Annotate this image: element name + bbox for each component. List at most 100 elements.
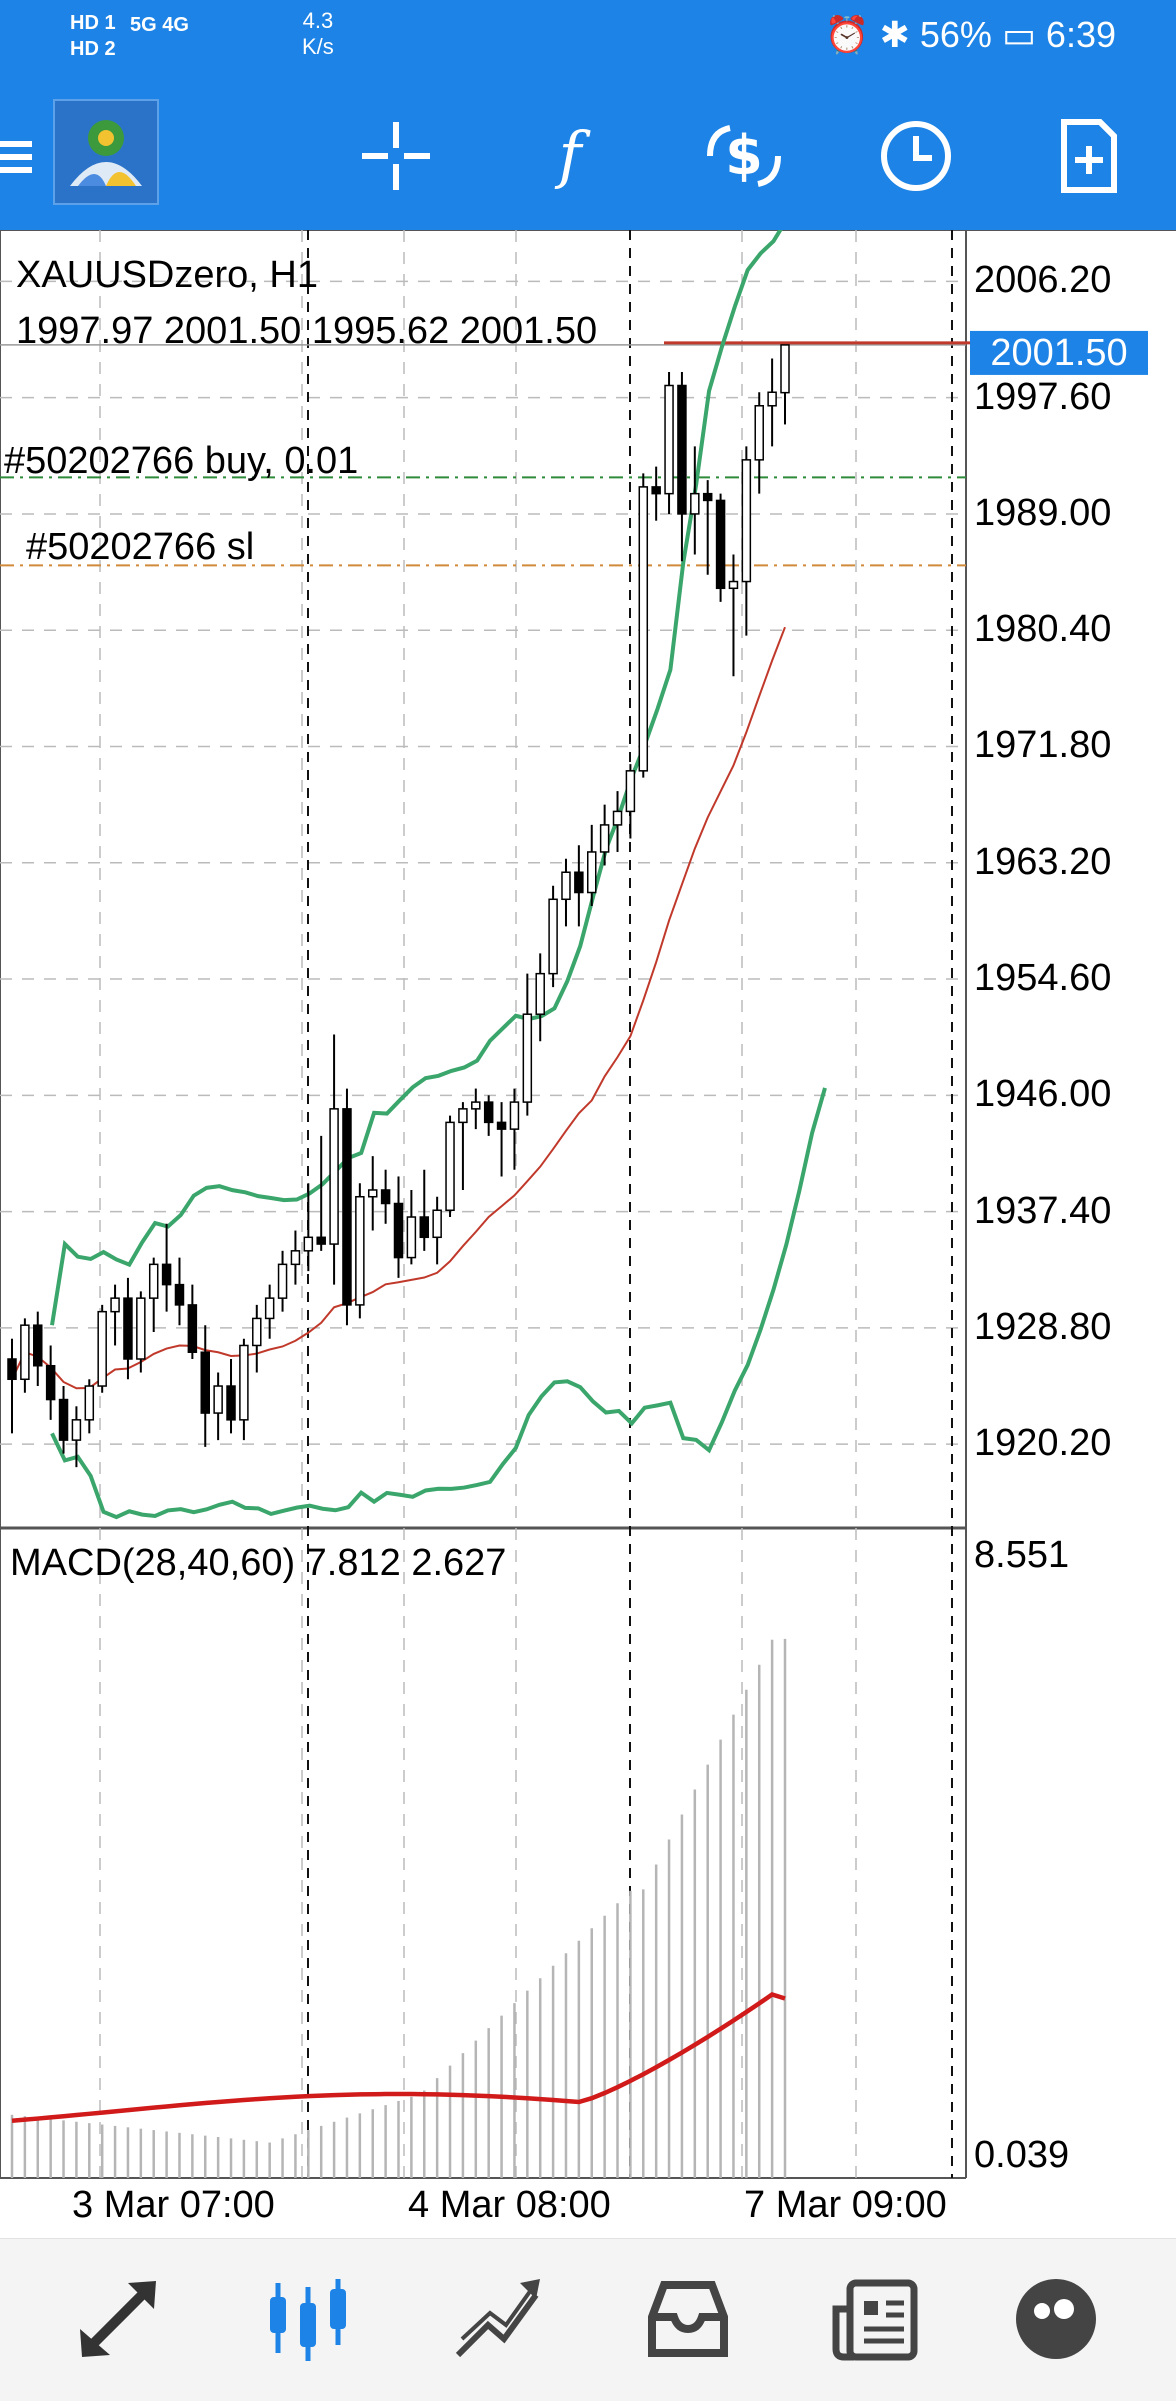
price-label: 1928.80 — [974, 1305, 1112, 1348]
price-label: 1989.00 — [974, 491, 1112, 534]
svg-text:$: $ — [725, 124, 763, 187]
menu-icon[interactable] — [0, 108, 40, 204]
news-tab-icon[interactable] — [826, 2269, 926, 2369]
candle-body — [45, 1365, 56, 1401]
candle-body — [458, 1108, 468, 1124]
candles — [7, 344, 790, 1468]
candle-body — [702, 492, 713, 502]
candle-body — [252, 1317, 262, 1347]
candle-body — [380, 1189, 391, 1205]
battery-icon: ▭ — [1001, 14, 1036, 55]
toolbar: f $ — [0, 80, 1176, 230]
network-indicator: 5G 4G — [130, 14, 189, 36]
candle-body — [419, 1216, 430, 1239]
price-label: 1997.60 — [974, 375, 1112, 418]
candle-body — [187, 1304, 198, 1353]
candle-body — [406, 1216, 417, 1259]
candle-body — [728, 580, 739, 590]
candle-body — [690, 492, 700, 515]
status-bar: HD 1 HD 2 5G 4G 4.3 K/s ⏰ ✱ 56% ▭ 6:39 — [0, 0, 1176, 80]
timeframe-icon[interactable] — [868, 108, 964, 204]
metatrader-logo[interactable] — [52, 98, 160, 206]
sim-2-label: HD 2 — [70, 38, 116, 60]
candle-body — [535, 972, 545, 1015]
messages-tab-icon[interactable] — [1006, 2269, 1106, 2369]
candle-body — [509, 1101, 520, 1130]
time-label-2: 4 Mar 08:00 — [408, 2184, 611, 2226]
svg-text:f: f — [555, 118, 592, 191]
time-label-1: 3 Mar 07:00 — [72, 2184, 275, 2226]
candle-body — [651, 486, 661, 495]
chart-window[interactable]: XAUUSDzero, H1 1997.97 2001.50 1995.62 2… — [0, 230, 1176, 2226]
candle-body — [20, 1324, 30, 1381]
candle-body — [303, 1236, 314, 1252]
bottom-navigation — [0, 2238, 1176, 2401]
candle-body — [599, 824, 610, 853]
crosshair-icon[interactable] — [348, 108, 444, 204]
candle-body — [561, 871, 571, 901]
bollinger-bands — [50, 230, 827, 1520]
candle-body — [264, 1297, 275, 1320]
price-label: 2006.20 — [974, 259, 1112, 302]
clock: 6:39 — [1045, 14, 1116, 55]
price-label: 1920.20 — [974, 1422, 1112, 1465]
candle-body — [239, 1344, 249, 1421]
chart-tab-icon[interactable] — [258, 2269, 358, 2369]
candle-body — [97, 1310, 107, 1387]
candle-body — [200, 1351, 210, 1414]
price-label: 1971.80 — [974, 724, 1112, 767]
candle-body — [625, 770, 636, 813]
candle-body — [483, 1101, 494, 1124]
macd-signal-line — [11, 1992, 786, 2123]
network-speed: 4.3 K/s — [302, 8, 334, 60]
candle-body — [612, 810, 623, 826]
battery-percent: 56% — [919, 14, 992, 55]
sim-indicators: HD 1 HD 2 — [70, 10, 116, 62]
price-label: 1963.20 — [974, 840, 1112, 883]
candle-body — [148, 1263, 159, 1299]
candle-body — [290, 1250, 301, 1266]
candle-body — [136, 1297, 146, 1360]
history-tab-icon[interactable] — [638, 2269, 738, 2369]
price-label: 1946.00 — [974, 1073, 1112, 1116]
candle-body — [741, 459, 752, 583]
candle-body — [767, 391, 777, 407]
new-order-icon[interactable] — [1040, 108, 1136, 204]
candle-body — [587, 851, 597, 894]
trade-icon[interactable]: $ — [696, 108, 792, 204]
price-label: 1937.40 — [974, 1189, 1112, 1232]
network-speed-value: 4.3 — [302, 8, 334, 33]
price-chart[interactable] — [0, 230, 1176, 2190]
candle-body — [574, 871, 584, 894]
candle-body — [110, 1297, 120, 1313]
macd-histogram — [10, 1638, 787, 2178]
candle-body — [161, 1263, 172, 1286]
macd-label: MACD(28,40,60) 7.812 2.627 — [10, 1542, 507, 1584]
order-buy-label[interactable]: #50202766 buy, 0.01 — [4, 440, 359, 482]
candle-body — [638, 486, 649, 772]
quotes-tab-icon[interactable] — [68, 2269, 168, 2369]
candle-body — [367, 1189, 378, 1198]
candle-body — [471, 1101, 481, 1110]
candle-body — [445, 1121, 455, 1212]
candle-body — [677, 384, 687, 515]
chart-grid — [0, 230, 1176, 2179]
candle-body — [715, 499, 726, 590]
candle-body — [7, 1358, 17, 1381]
candle-body — [71, 1419, 82, 1441]
candle-body — [355, 1195, 365, 1306]
bluetooth-icon: ✱ — [879, 14, 910, 55]
indicators-icon[interactable]: f — [522, 108, 618, 204]
candle-body — [277, 1263, 288, 1299]
macd-min-label: 0.039 — [974, 2134, 1070, 2176]
candle-body — [84, 1385, 95, 1421]
order-sl-label[interactable]: #50202766 sl — [26, 526, 255, 568]
bollinger-upper — [50, 230, 783, 1326]
alarm-icon: ⏰ — [824, 14, 870, 55]
candle-body — [780, 344, 790, 394]
trade-tab-icon[interactable] — [448, 2269, 548, 2369]
chart-symbol-label: XAUUSDzero, H1 — [16, 254, 318, 296]
network-speed-unit: K/s — [302, 34, 334, 59]
chart-ohlc-label: 1997.97 2001.50 1995.62 2001.50 — [16, 310, 598, 352]
candle-body — [496, 1121, 507, 1130]
